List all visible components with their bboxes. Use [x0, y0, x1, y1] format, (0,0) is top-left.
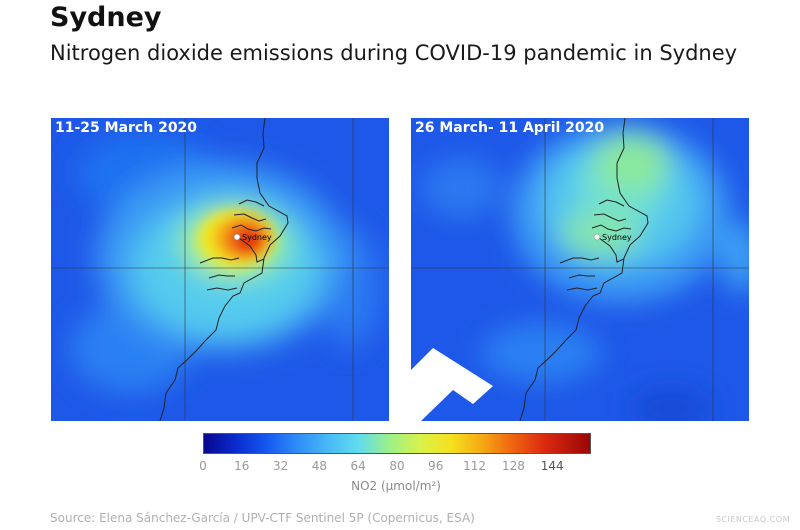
colorbar-tick: 48: [311, 459, 328, 473]
colorbar-tick: 0: [199, 459, 207, 473]
no-data-region: [411, 348, 493, 421]
map-panel-before: 11-25 March 2020 Sydney: [51, 118, 389, 421]
map-panel-after: 26 March- 11 April 2020 Sydney: [411, 118, 749, 421]
no2-heatmap-before: [51, 118, 389, 421]
period-label-after: 26 March- 11 April 2020: [415, 120, 605, 136]
colorbar-unit-label: NO2 (µmol/m²): [351, 479, 441, 493]
watermark: SCIENCEAQ.COM: [715, 515, 790, 524]
colorbar-tick: 80: [389, 459, 405, 473]
colorbar-tick: 16: [234, 459, 250, 473]
city-label-sydney-after: Sydney: [602, 233, 632, 242]
period-label-before: 11-25 March 2020: [55, 120, 198, 136]
no2-heatmap-after: [411, 118, 749, 421]
colorbar-tick: 96: [428, 459, 444, 473]
colorbar-tick: 32: [272, 459, 289, 473]
colorbar-tick: 144: [540, 459, 564, 473]
source-credit: Source: Elena Sánchez-García / UPV-CTF S…: [50, 511, 475, 525]
colorbar-tick: 64: [350, 459, 366, 473]
no2-colorbar: [203, 433, 591, 454]
colorbar-tick: 112: [463, 459, 487, 473]
city-label-sydney-before: Sydney: [242, 233, 272, 242]
page-subtitle: Nitrogen dioxide emissions during COVID-…: [50, 41, 738, 65]
colorbar-tick: 128: [501, 459, 525, 473]
page-title: Sydney: [50, 2, 162, 33]
